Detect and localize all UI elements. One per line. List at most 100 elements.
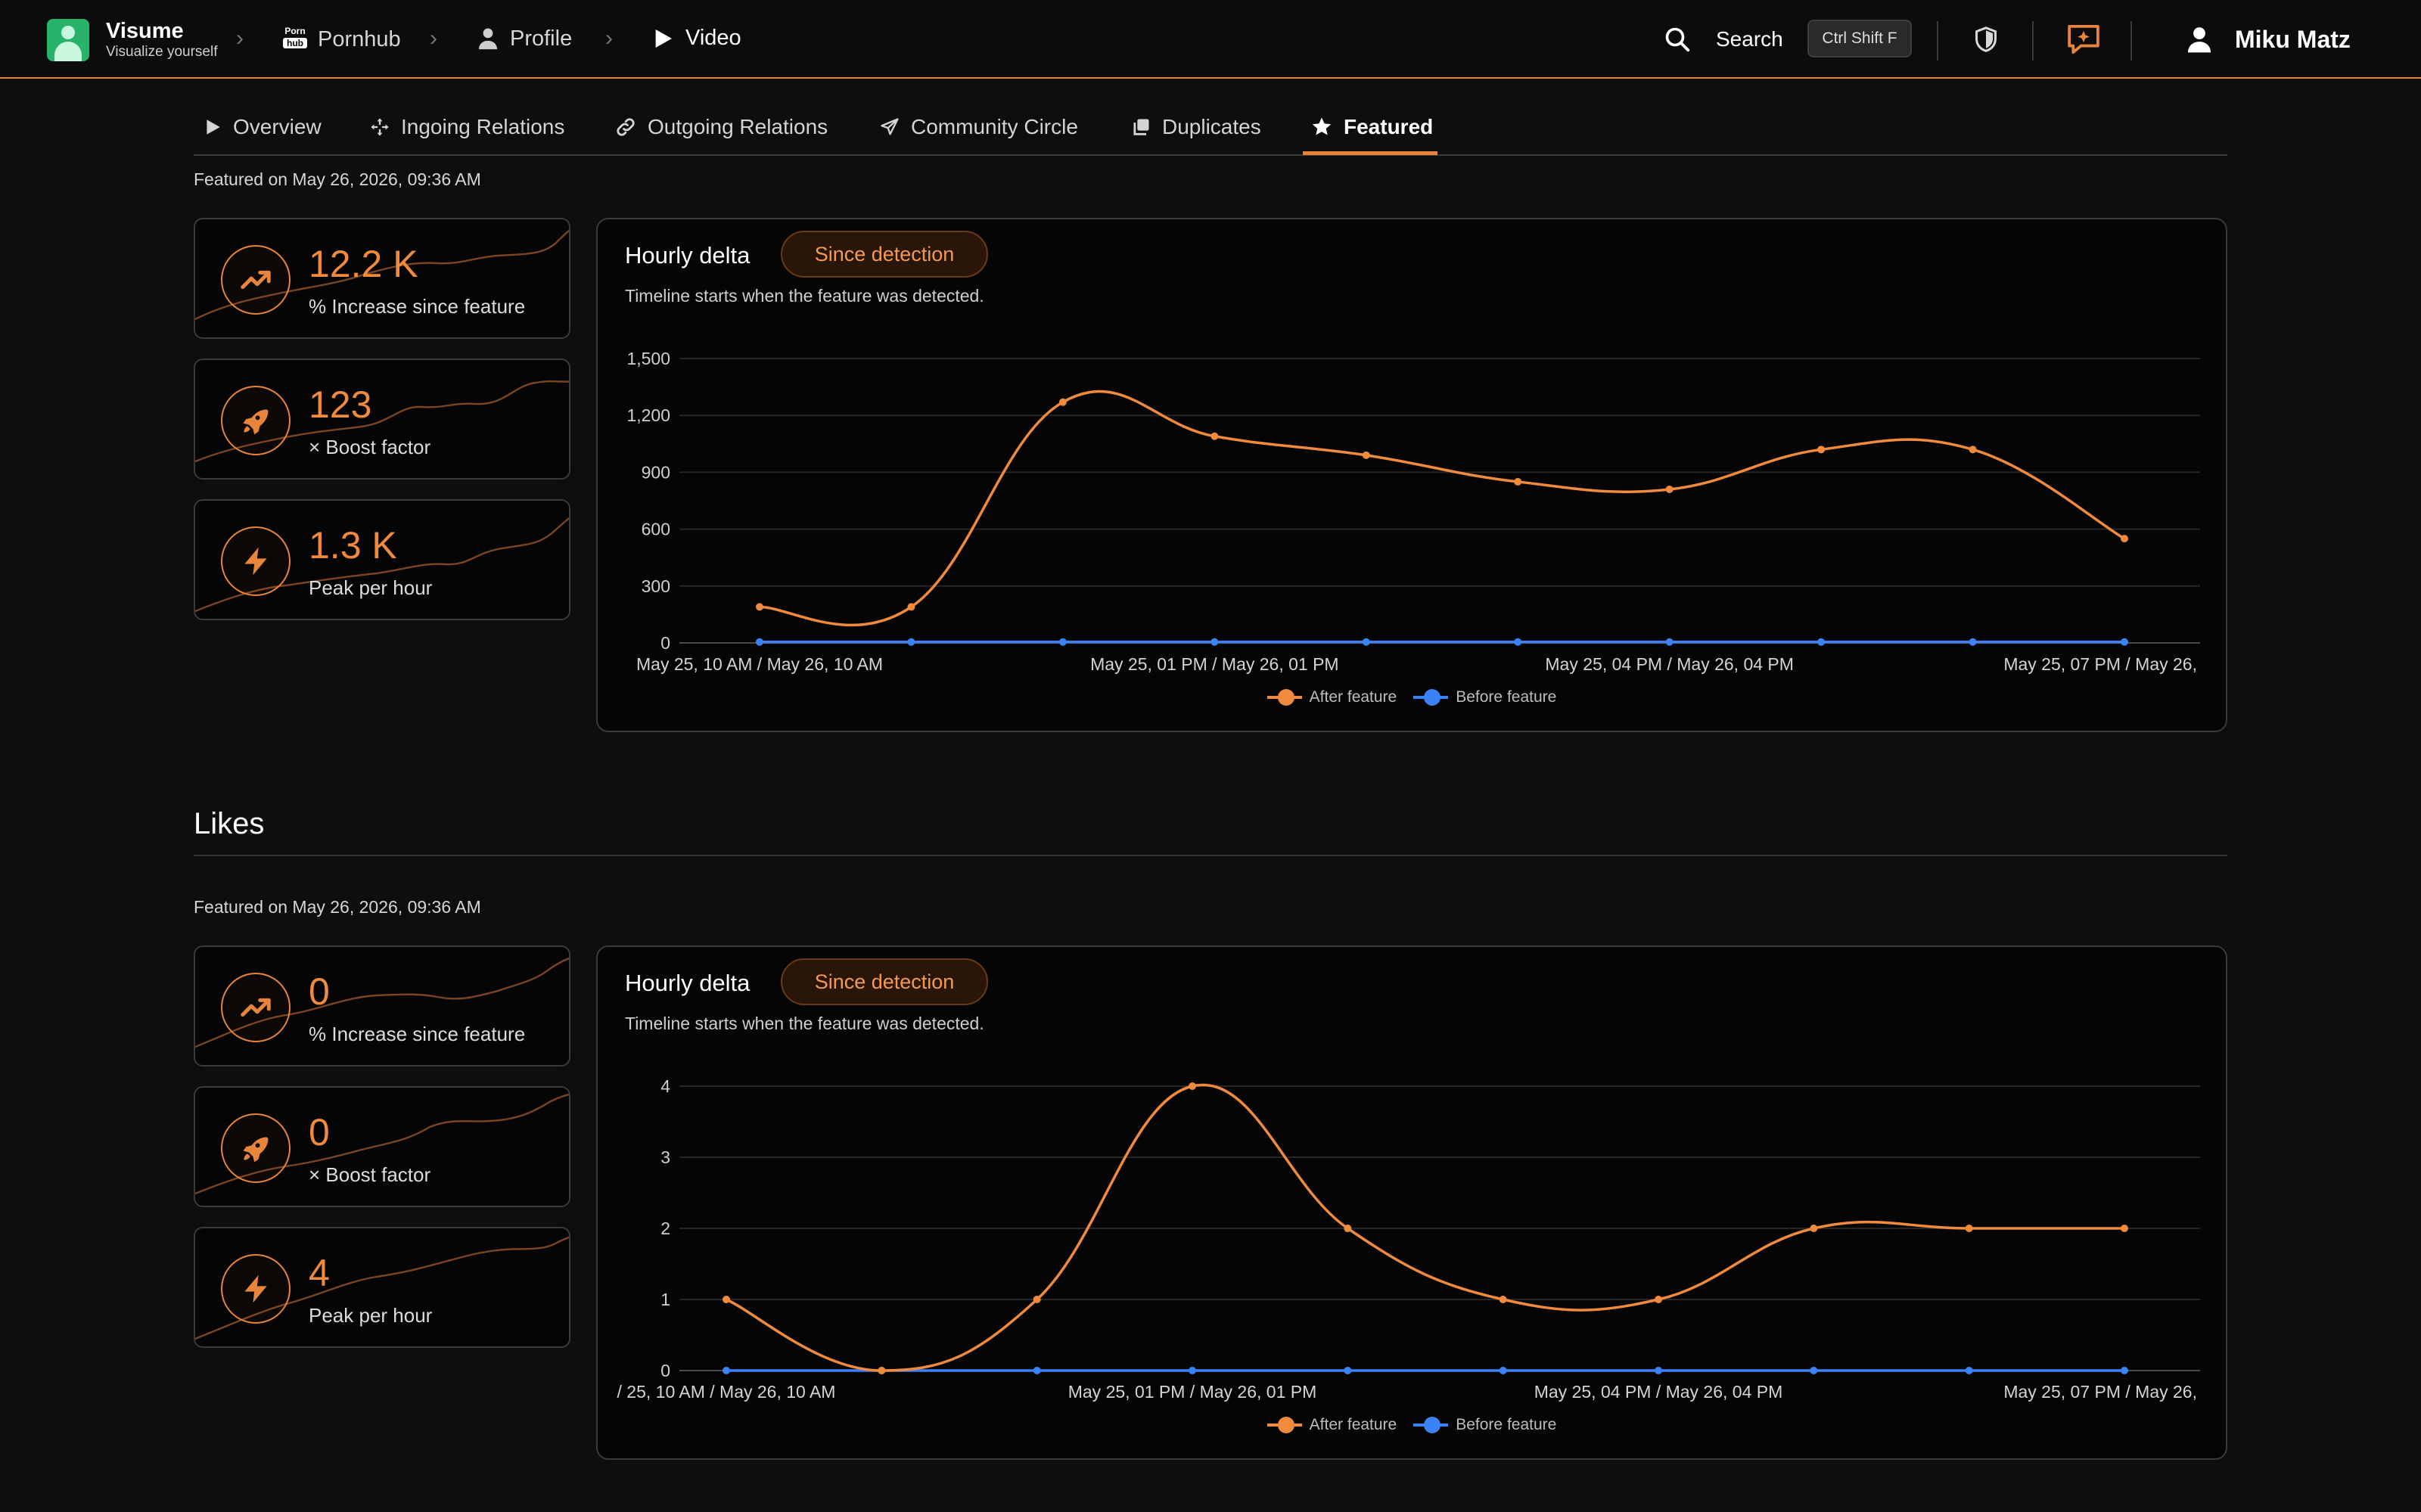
data-point [1514,638,1522,646]
copy-icon [1133,119,1149,135]
stat-card-increase: 12.2 K % Increase since feature [194,218,570,339]
x-tick-label: / 25, 10 AM / May 26, 10 AM [617,1382,836,1402]
data-point [2121,638,2128,646]
chart-card-views: Hourly delta Since detection Timeline st… [596,218,2227,732]
ai-chat-icon[interactable] [2065,22,2102,57]
legend-before-feature[interactable]: Before feature [1413,1416,1556,1434]
breadcrumb-label: Profile [510,26,573,51]
brand-tagline: Visualize yourself [106,44,218,60]
data-point [1033,1296,1041,1303]
stat-card-increase: 0 % Increase since feature [194,945,570,1066]
tab-outgoing-relations[interactable]: Outgoing Relations [614,100,828,154]
rocket-icon [221,386,291,455]
line-chart: 0 300 600 900 1,200 1,500 May 25, 10 AM / May … [626,349,2200,674]
chevron-right-icon: › [605,26,613,51]
since-detection-chip[interactable]: Since detection [781,231,988,278]
x-tick-label: May 25, 01 PM / May 26, 01 PM [1090,654,1339,674]
y-tick-label: 900 [642,462,670,482]
legend-after-feature[interactable]: After feature [1266,1416,1397,1434]
data-point [1965,1225,1973,1232]
stat-value: 0 [309,970,330,1013]
legend-before-feature[interactable]: Before feature [1413,688,1556,706]
tab-ingoing-relations[interactable]: Ingoing Relations [369,100,564,154]
search-icon[interactable] [1664,26,1691,53]
chart-subtitle: Timeline starts when the feature was det… [625,286,984,306]
stat-card-boost: 123 × Boost factor [194,359,570,480]
data-point [878,1367,886,1374]
tab-label: Featured [1344,115,1434,138]
stat-label: × Boost factor [309,436,431,458]
data-point [1817,446,1826,454]
tab-featured[interactable]: Featured [1310,100,1433,154]
shield-icon[interactable] [1973,26,1999,53]
x-tick-label: May 25, 10 AM / May 26, 10 AM [636,654,883,674]
data-point [723,1367,730,1374]
x-tick-label: May 25, 07 PM / May 26, [2003,1382,2197,1402]
featured-date: Featured on May 26, 2026, 09:36 AM [194,169,481,189]
data-point [1665,485,1674,493]
chart-card-likes: Hourly delta Since detection Timeline st… [596,945,2227,1460]
data-point [1665,638,1674,646]
y-tick-label: 1,500 [626,349,670,368]
move-arrows-icon [371,118,389,136]
series-line-after-feature [759,390,2125,627]
data-point [756,638,763,646]
y-tick-label: 1 [660,1290,670,1309]
divider [1937,21,1938,61]
rocket-icon [221,1113,291,1183]
since-detection-chip[interactable]: Since detection [781,958,988,1005]
breadcrumb-label: Video [685,26,741,50]
data-point [1058,638,1067,646]
lightning-icon [221,1254,291,1324]
stat-value: 4 [309,1252,330,1294]
stat-value: 123 [309,383,372,426]
data-point [1210,432,1219,440]
breadcrumb-video[interactable]: Video [651,26,741,51]
active-tab-indicator [1303,151,1437,155]
tab-bar: Overview Ingoing Relations Outgoing Rela… [194,100,2227,156]
data-point [756,603,763,611]
search-button[interactable]: Search [1716,27,1783,51]
data-point [1810,1367,1818,1374]
data-point [1499,1296,1507,1303]
tab-label: Overview [233,115,322,138]
tab-duplicates[interactable]: Duplicates [1130,100,1261,154]
featured-date: Featured on May 26, 2026, 09:36 AM [194,897,481,917]
user-menu[interactable]: Miku Matz [2235,26,2351,53]
y-tick-label: 600 [642,520,670,539]
brand-name[interactable]: Visume [106,19,184,43]
chart-title: Hourly delta [625,970,751,996]
y-tick-label: 0 [660,1361,670,1380]
divider [2130,21,2132,61]
visume-logo-icon[interactable] [47,19,89,61]
stat-value: 0 [309,1111,330,1153]
legend-label: After feature [1309,1416,1397,1433]
stat-label: Peak per hour [309,576,433,599]
breadcrumb-pornhub[interactable]: Porn hub Pornhub [281,26,401,53]
stat-label: % Increase since feature [309,1023,526,1045]
data-point [1210,638,1219,646]
tab-overview[interactable]: Overview [203,100,322,154]
data-point [1189,1367,1196,1374]
tab-label: Community Circle [911,115,1078,138]
legend-after-feature[interactable]: After feature [1266,688,1397,706]
star-icon [1312,117,1332,135]
data-point [1969,446,1977,454]
person-icon [478,28,498,50]
stat-card-peak: 1.3 K Peak per hour [194,499,570,620]
y-tick-label: 4 [660,1076,670,1096]
breadcrumb-label: Pornhub [318,26,401,51]
stat-label: × Boost factor [309,1163,431,1186]
breadcrumb-profile[interactable]: Profile [475,26,572,51]
tab-community-circle[interactable]: Community Circle [879,100,1078,154]
data-point [1810,1225,1818,1232]
data-point [2121,535,2128,543]
stat-card-boost: 0 × Boost factor [194,1086,570,1207]
stat-label: Peak per hour [309,1304,433,1327]
data-point [907,638,915,646]
data-point [1344,1225,1352,1232]
play-icon [207,120,220,135]
search-shortcut-badge: Ctrl Shift F [1807,20,1912,57]
user-icon[interactable] [2185,25,2214,54]
chart-legend: After feature Before feature [598,1416,2226,1434]
